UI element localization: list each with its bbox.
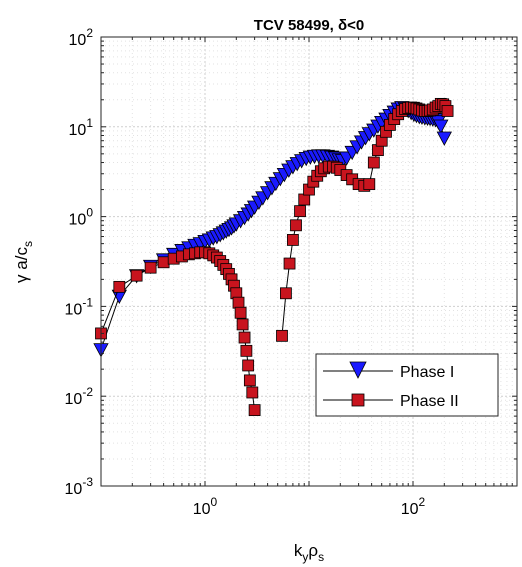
- data-point-square: [294, 205, 306, 218]
- y-axis-label: γ a/cs: [12, 241, 35, 283]
- data-point-square: [242, 359, 255, 372]
- data-point-square: [238, 331, 251, 344]
- data-point-square: [290, 219, 302, 232]
- series-layer: [93, 97, 454, 417]
- data-point-square: [144, 261, 157, 274]
- x-axis-label: kyρs: [294, 541, 324, 564]
- data-point-square: [113, 280, 126, 293]
- legend: Phase I Phase II: [315, 353, 499, 417]
- data-point-square: [367, 156, 380, 169]
- data-point-square: [130, 269, 143, 282]
- y-tick-label: 100: [69, 206, 94, 229]
- data-point-square: [243, 374, 256, 387]
- data-point-square: [234, 306, 247, 319]
- x-tick-label: 102: [401, 495, 426, 518]
- data-point-square: [286, 234, 299, 246]
- data-point-triangle: [436, 131, 452, 146]
- y-tick-label: 10-2: [65, 385, 94, 408]
- data-point-square: [363, 178, 376, 191]
- legend-marker-phase-2: [351, 393, 365, 407]
- y-tick-label: 10-1: [65, 295, 94, 318]
- data-point-square: [298, 193, 311, 206]
- y-tick-label: 101: [69, 116, 94, 139]
- data-point-square: [246, 386, 259, 399]
- data-point-square: [236, 318, 249, 331]
- legend-label-phase-1: Phase I: [400, 364, 454, 381]
- chart-title: TCV 58499, δ<0: [254, 17, 364, 34]
- data-point-square: [283, 257, 296, 270]
- data-point-square: [157, 256, 170, 269]
- data-point-square: [280, 287, 292, 300]
- data-point-square: [276, 329, 288, 342]
- legend-label-phase-2: Phase II: [400, 393, 459, 410]
- data-point-square: [240, 344, 253, 357]
- ticks: 100 102 10-3 10-2 10-1 100 101 102: [65, 26, 518, 518]
- data-point-square: [248, 404, 261, 417]
- y-tick-label: 102: [69, 26, 94, 49]
- series-2: [95, 97, 454, 417]
- data-point-triangle: [433, 119, 449, 134]
- data-point-square: [232, 296, 245, 309]
- legend-marker-phase-1: [349, 361, 367, 379]
- data-point-square: [441, 105, 454, 117]
- y-tick-label: 10-3: [65, 475, 94, 498]
- legend-box: [315, 353, 499, 417]
- x-tick-label: 100: [193, 495, 218, 518]
